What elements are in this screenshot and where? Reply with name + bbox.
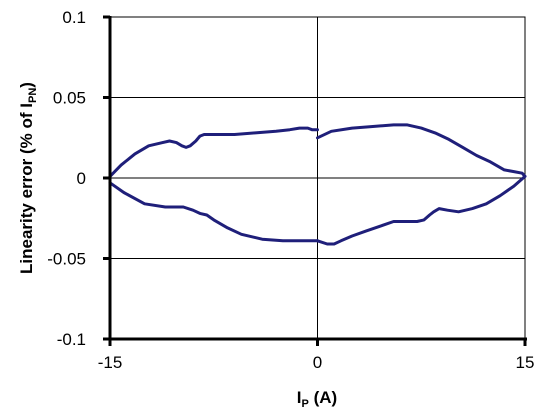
y-axis-title-main: Linearity error (% of I <box>17 103 36 274</box>
tick-labels: 0.1 0.05 0 -0.05 -0.1 -15 0 15 <box>47 8 534 372</box>
y-axis-title-tail: ) <box>17 82 36 88</box>
x-axis-title-main: I <box>297 388 302 407</box>
x-tick-label: -15 <box>98 353 123 372</box>
x-tick-label: 0 <box>313 353 322 372</box>
y-tick-label: -0.1 <box>57 330 86 349</box>
series-line-4 <box>108 181 319 243</box>
series-line-3 <box>316 174 527 246</box>
y-axis-title: Linearity error (% of IPN) <box>17 82 39 274</box>
series-line-1 <box>108 126 319 178</box>
series-lines <box>108 123 527 246</box>
axes <box>103 16 527 346</box>
x-axis-title-tail: (A) <box>309 388 337 407</box>
axis-ticks <box>103 15 527 346</box>
x-axis-title-subscript: P <box>302 398 309 410</box>
y-tick-label: 0.1 <box>62 8 86 27</box>
grid-lines <box>109 16 526 340</box>
y-tick-label: 0.05 <box>53 89 86 108</box>
x-axis-title: IP (A) <box>297 388 337 410</box>
y-tick-label: -0.05 <box>47 250 86 269</box>
series-line-2 <box>316 123 527 178</box>
y-axis-title-subscript: PN <box>27 88 39 103</box>
x-tick-label: 15 <box>516 353 535 372</box>
y-tick-label: 0 <box>77 169 86 188</box>
